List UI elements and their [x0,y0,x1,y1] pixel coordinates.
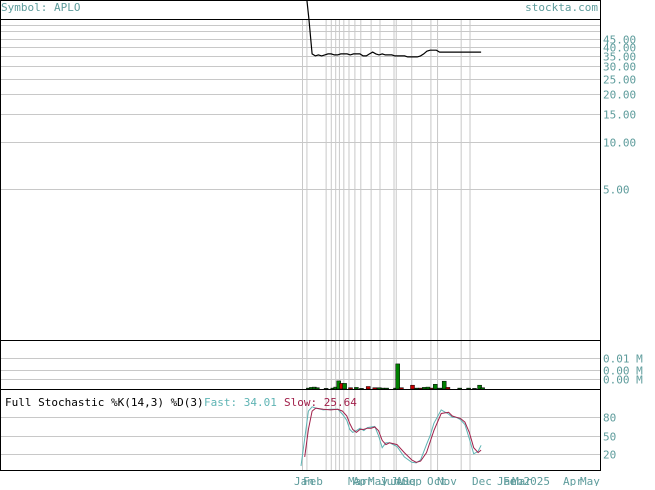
x-tick-label: May [368,475,388,486]
series-lines-layer [300,0,482,467]
price-tick-label: 35.00 [603,51,636,64]
volume-bar [457,387,462,390]
price-series-line [306,0,482,58]
volume-bar [437,387,443,390]
price-tick-label: 20.00 [603,89,636,102]
x-tick-label: Mar [348,475,368,486]
price-tick-label: 15.00 [603,109,636,122]
x-tick-label: Aug [396,475,416,486]
x-tick-label: Jan [294,475,314,486]
volume-bar [315,387,320,390]
price-panel-frame [0,0,601,341]
volume-bar [365,386,371,390]
volume-tick-label: 0.00 M [603,365,643,378]
x-tick-label: Apr [563,475,583,486]
price-tick-label: 5.00 [603,184,630,197]
volume-bar [395,363,400,390]
x-tick-label: Dec [472,475,492,486]
brand-label: stockta.com [525,1,598,14]
stochastic-slow-label: Slow: 25.64 [284,396,357,409]
volume-tick-label: 0.00 M [603,374,643,387]
x-tick-label: Feb [303,475,323,486]
volume-bar [414,387,420,390]
stochastic-tick-label: 20 [603,449,616,462]
volume-panel-frame [0,340,601,390]
volume-bar [348,387,353,390]
stochastic-tick-label: 80 [603,412,616,425]
volume-bar [359,388,364,390]
x-tick-label: Mar [512,475,532,486]
volume-bar [410,384,415,390]
x-tick-label: Feb [503,475,523,486]
volume-bar [445,387,451,390]
volume-bar [323,388,329,390]
stochastic-tick-label: 50 [603,431,616,444]
price-tick-label: 30.00 [603,61,636,74]
x-tick-label: Apr [353,475,373,486]
volume-bar [422,387,427,390]
x-tick-label: Jan 2025 [497,475,550,486]
volume-bar [399,387,404,390]
stochastic-panel-frame [0,389,601,471]
volume-bar [354,387,359,390]
volume-bar [372,387,378,390]
stochastic-fast-label: Fast: 34.01 [204,396,277,409]
volume-bar [441,380,447,390]
stochastic-title: Full Stochastic %K(14,3) %D(3) [5,396,204,409]
volume-bars-layer [306,363,485,390]
symbol-label: Symbol: APLO [1,1,80,14]
price-tick-label: 45.00 [603,34,636,47]
volume-bar [466,387,471,390]
volume-bar [472,388,477,390]
stochastic-slow-line [304,407,482,463]
x-tick-label: Oct [427,475,447,486]
x-tick-label: Jul [391,475,411,486]
volume-bar [384,387,389,390]
x-tick-label: May [580,475,600,486]
volume-bar [425,386,431,390]
volume-bar [480,387,485,390]
price-tick-label: 40.00 [603,42,636,55]
volume-tick-label: 0.01 M [603,353,643,366]
volume-bar [342,383,347,390]
x-tick-label: Nov [437,475,457,486]
volume-bar [433,384,438,390]
volume-bar [380,387,386,390]
price-tick-label: 10.00 [603,137,636,150]
price-tick-label: 25.00 [603,74,636,87]
text-layer: Symbol: APLO stockta.com Full Stochastic… [1,1,643,488]
volume-bar [418,387,423,390]
x-tick-label: Sep [402,475,422,486]
x-tick-label: Jun [380,475,400,486]
panel-frames-layer [0,0,601,471]
